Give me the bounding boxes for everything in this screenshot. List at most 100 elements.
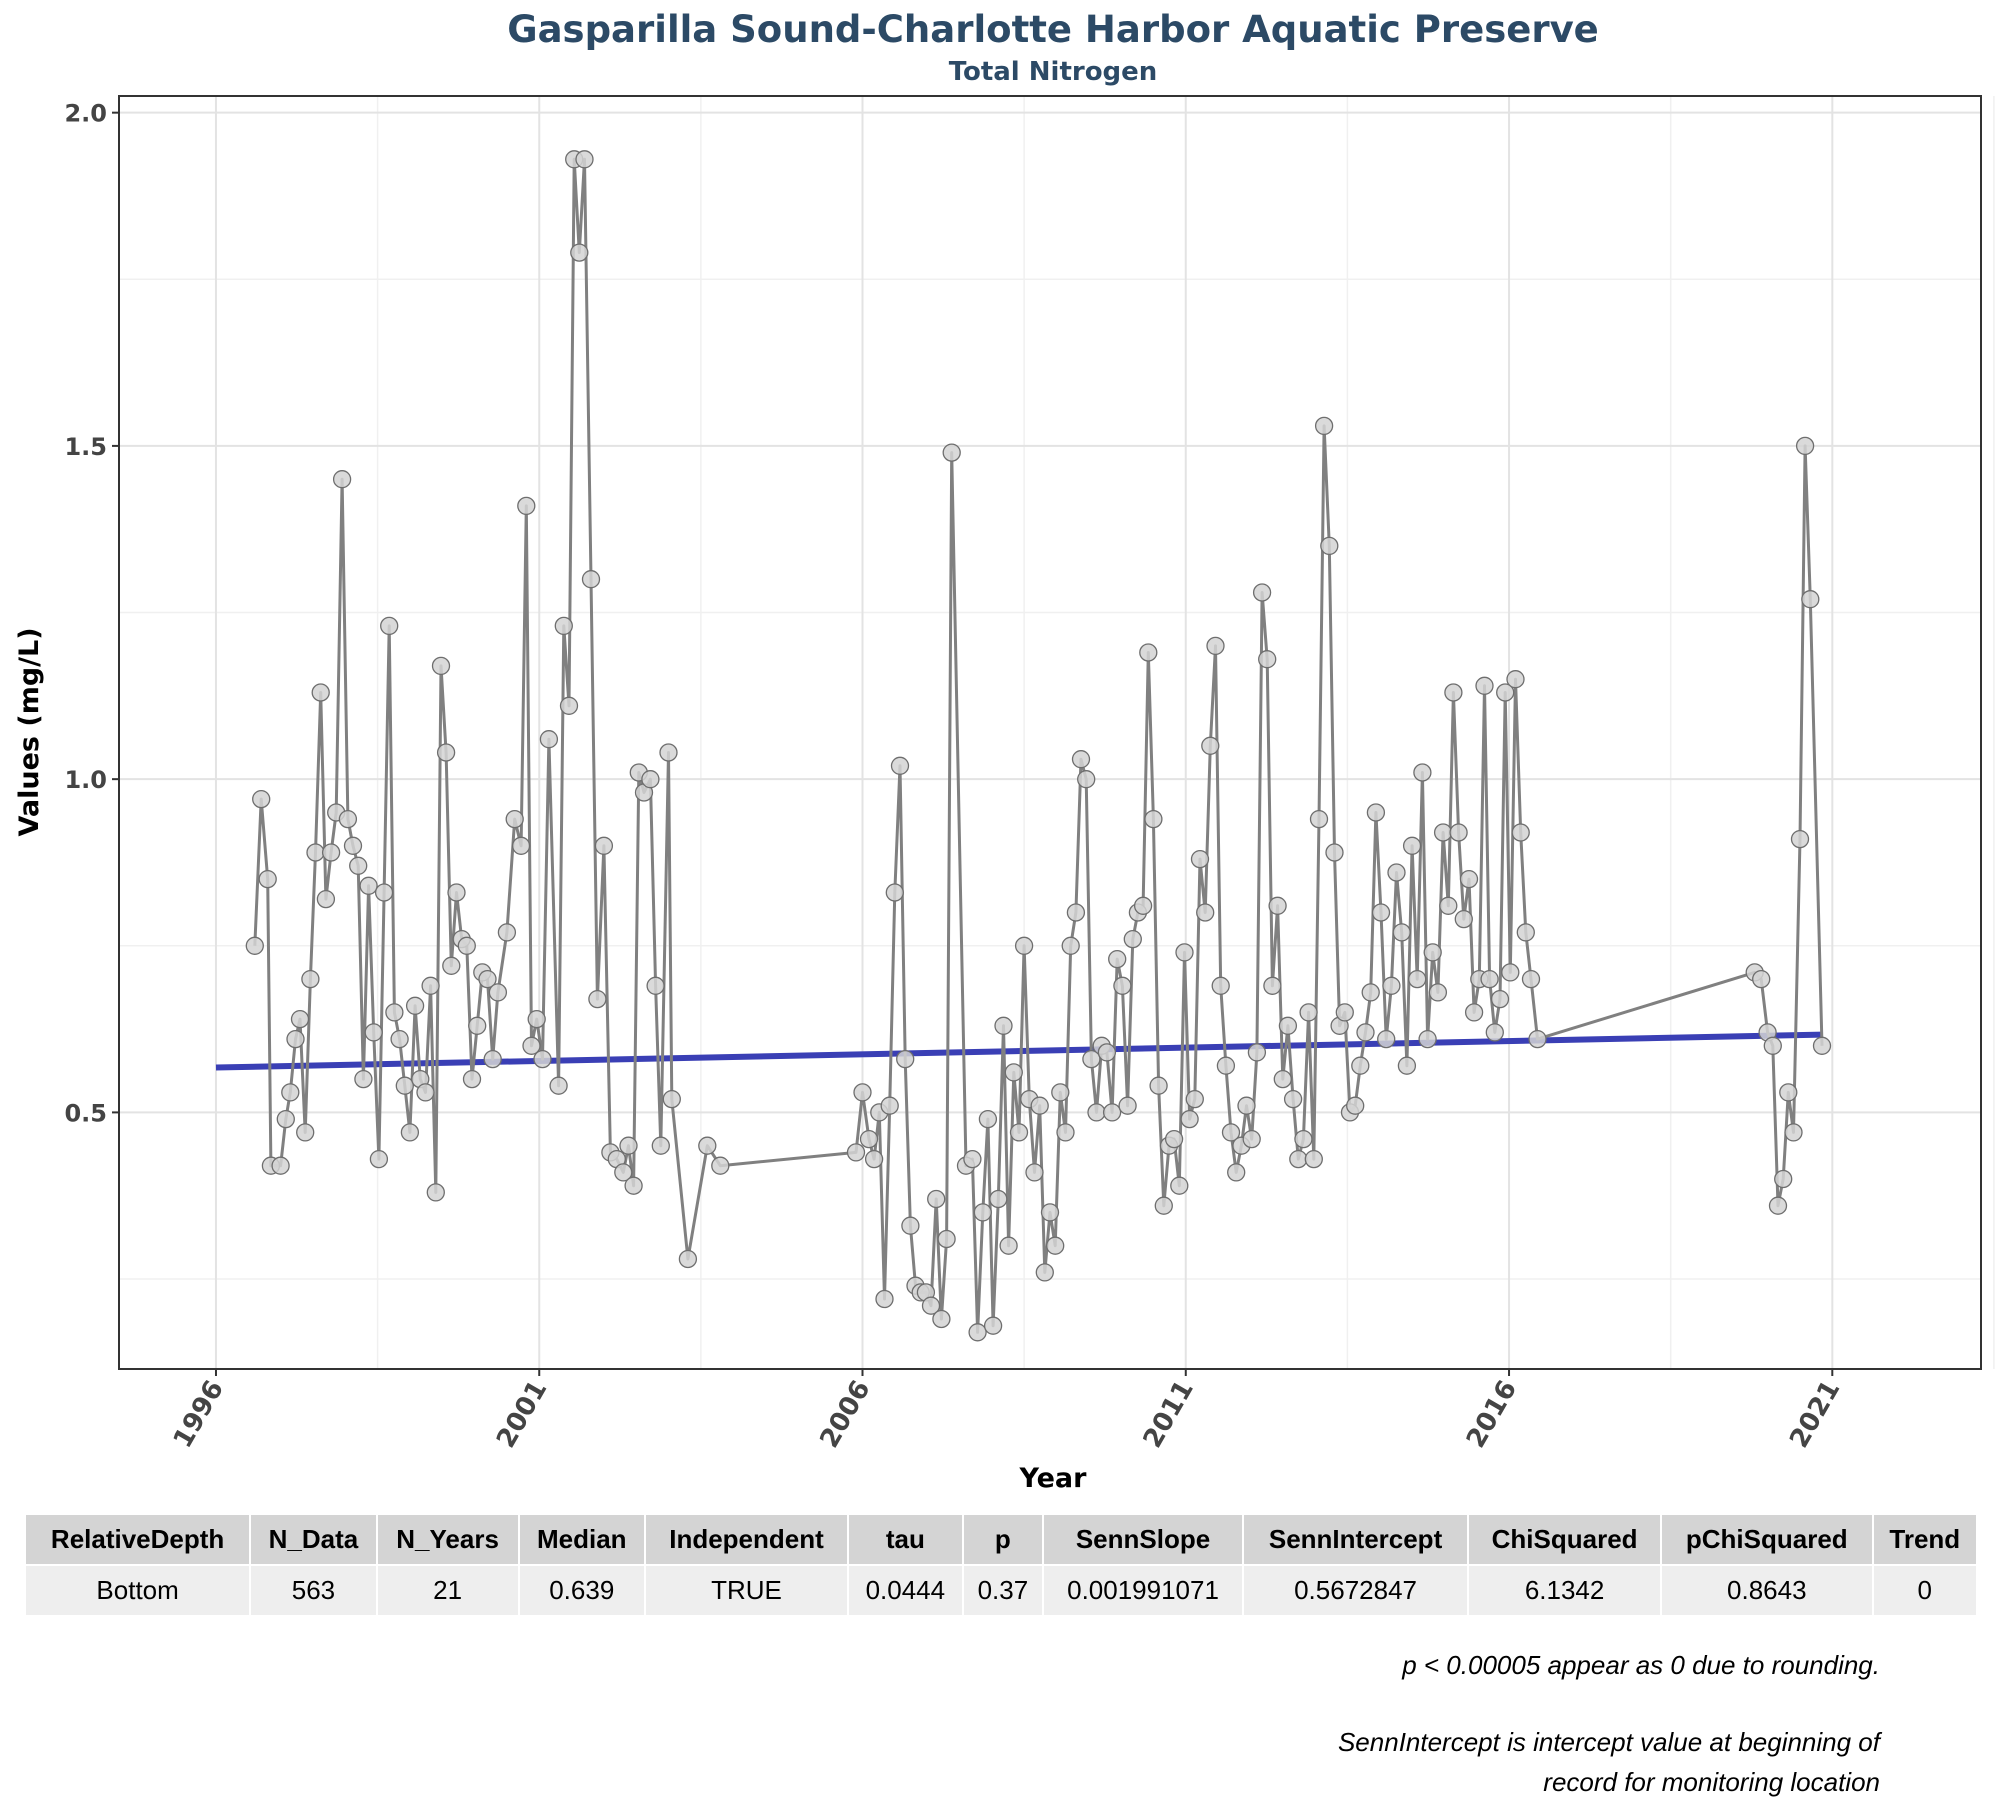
data-point <box>1418 1029 1437 1049</box>
table-cell: TRUE <box>645 1566 848 1615</box>
data-point <box>332 470 352 489</box>
trend-line <box>215 1031 1823 1071</box>
table-row: Bottom 563 21 0.639 TRUE 0.0444 0.37 0.00199107… <box>26 1566 1976 1615</box>
x-tick-label: 2011 <box>1138 1376 1200 1454</box>
data-point <box>659 743 678 762</box>
data-point <box>1392 923 1411 942</box>
data-point <box>1480 969 1499 989</box>
data-point <box>978 1109 998 1129</box>
data-point <box>1087 1103 1106 1122</box>
data-point <box>1768 1196 1788 1215</box>
data-point <box>380 616 399 636</box>
data-point <box>570 243 589 262</box>
data-point <box>1051 1083 1070 1102</box>
x-axis-title: Year <box>1019 1463 1088 1494</box>
data-point <box>594 836 614 855</box>
data-point <box>1247 1043 1267 1062</box>
data-point <box>999 1236 1018 1255</box>
data-point <box>1335 1003 1354 1022</box>
data-point <box>963 1149 982 1169</box>
data-point <box>390 1029 409 1049</box>
data-point <box>901 1216 920 1235</box>
chart-title: Gasparilla Sound-Charlotte Harbor Aquati… <box>507 8 1599 51</box>
data-point <box>1196 903 1215 922</box>
table-header-cell: Median <box>519 1515 644 1564</box>
data-point <box>385 1003 404 1022</box>
data-point <box>349 856 368 875</box>
data-point <box>343 836 363 855</box>
data-point <box>374 883 394 902</box>
data-point <box>1252 583 1272 602</box>
chart-subtitle: Total Nitrogen <box>949 57 1158 87</box>
data-point <box>286 1029 305 1049</box>
data-point <box>1009 1123 1029 1142</box>
data-point <box>646 976 665 995</box>
data-point <box>1004 1063 1023 1082</box>
data-point <box>421 976 440 995</box>
data-point <box>896 1049 915 1069</box>
data-point <box>1149 1076 1168 1095</box>
data-point <box>698 1136 717 1155</box>
data-point <box>1779 1083 1798 1102</box>
table-cell: 0.5672847 <box>1243 1566 1468 1615</box>
data-point <box>711 1156 730 1175</box>
table-cell: 0.37 <box>963 1566 1043 1615</box>
data-point <box>364 1023 383 1042</box>
data-point <box>316 889 336 909</box>
data-point <box>1459 869 1479 889</box>
data-point <box>554 616 573 636</box>
data-point <box>588 989 607 1009</box>
data-point <box>1439 896 1458 915</box>
data-point <box>1511 823 1530 842</box>
data-point <box>354 1069 373 1089</box>
data-point <box>1025 1163 1044 1182</box>
data-point <box>581 570 601 589</box>
data-point <box>1283 1089 1303 1109</box>
data-point <box>1346 1096 1365 1115</box>
data-point <box>290 1009 310 1029</box>
data-point <box>885 883 904 902</box>
data-point <box>1490 989 1510 1009</box>
table-cell: 0.8643 <box>1662 1566 1872 1615</box>
data-point <box>1521 969 1541 989</box>
data-point <box>1790 829 1810 849</box>
data-point <box>1164 1129 1184 1149</box>
data-point <box>1795 436 1815 456</box>
data-point <box>1402 836 1422 855</box>
data-point <box>1211 976 1230 995</box>
data-point <box>1784 1123 1803 1142</box>
series-line <box>253 157 1824 1334</box>
data-point <box>624 1176 643 1195</box>
data-point <box>1366 803 1386 822</box>
data-point <box>426 1183 445 1202</box>
data-point <box>1294 1129 1313 1149</box>
data-point <box>1309 809 1329 829</box>
data-point <box>321 843 341 862</box>
data-point <box>1066 903 1086 922</box>
data-point <box>968 1323 987 1342</box>
data-point <box>245 936 264 955</box>
data-point <box>1485 1023 1504 1042</box>
table-header-cell: N_Years <box>377 1515 518 1564</box>
data-point <box>1382 976 1401 995</box>
data-point <box>1046 1236 1065 1255</box>
data-point <box>1314 416 1334 436</box>
data-point <box>296 1123 315 1142</box>
data-point <box>468 1016 487 1035</box>
data-point <box>1325 843 1344 862</box>
data-point <box>457 936 476 955</box>
data-point <box>447 883 466 902</box>
data-point <box>549 1076 568 1095</box>
data-point <box>662 1089 681 1109</box>
data-point <box>478 969 497 989</box>
table-cell: 563 <box>251 1566 376 1615</box>
data-point <box>522 1036 541 1055</box>
data-point <box>1528 1029 1547 1049</box>
data-point <box>1506 670 1525 689</box>
data-point <box>1299 1003 1318 1022</box>
table-cell: 0 <box>1873 1566 1976 1615</box>
data-point <box>281 1083 300 1102</box>
x-tick-label: 2016 <box>1461 1376 1523 1454</box>
data-point <box>983 1316 1003 1335</box>
x-tick-label: 1996 <box>168 1376 230 1454</box>
